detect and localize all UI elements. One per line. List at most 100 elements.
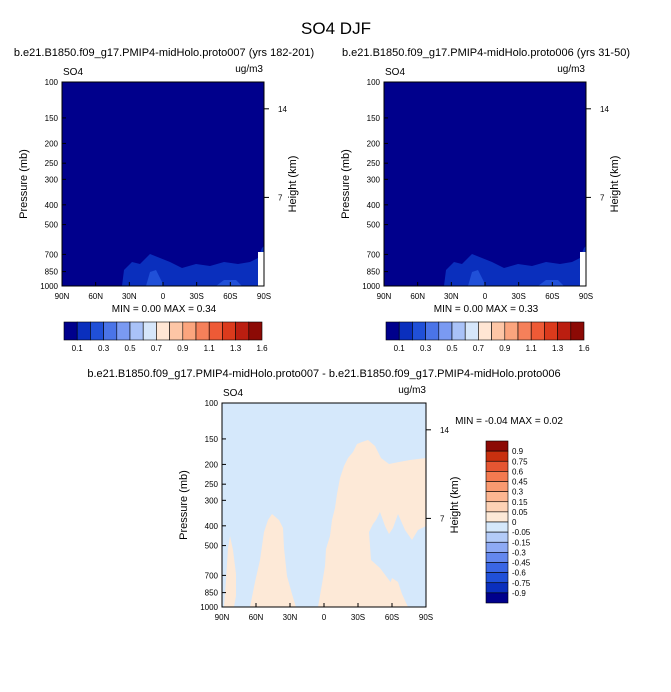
colorbar-swatch (491, 321, 506, 341)
height-tick-label: 7 (600, 193, 605, 202)
colorbar-label: 0.7 (151, 344, 163, 353)
panel-3-positive-region-north (224, 536, 236, 607)
panel-1-y-ticks: 100 150 200 250 300 400 500 700 850 1000 14 7 (40, 78, 287, 291)
x-tick-label: 90N (55, 292, 70, 301)
colorbar-swatch (485, 582, 509, 594)
panel-3-units: ug/m3 (398, 385, 426, 396)
colorbar-label: 1.6 (256, 344, 268, 353)
colorbar-swatch (103, 321, 118, 341)
colorbar-swatch (438, 321, 453, 341)
colorbar-swatch (248, 321, 263, 341)
y-tick-label: 400 (45, 201, 59, 210)
colorbar-label: 1.3 (552, 344, 564, 353)
colorbar-label: 0.3 (98, 344, 110, 353)
y-tick-label: 500 (205, 542, 219, 551)
colorbar-swatch (485, 531, 509, 543)
colorbar-label: -0.6 (512, 569, 526, 578)
panel-3-y-ticks: 100 150 200 250 300 400 500 700 850 1000 14 7 (200, 399, 449, 612)
x-tick-label: 30N (283, 613, 298, 622)
colorbar-label: 1.1 (526, 344, 538, 353)
x-tick-label: 0 (322, 613, 327, 622)
panel-3-field (221, 402, 427, 608)
x-tick-label: 90S (419, 613, 433, 622)
colorbar-swatch (235, 321, 250, 341)
colorbar-swatch (544, 321, 558, 341)
colorbar-swatch (485, 511, 509, 523)
colorbar-swatch (570, 321, 585, 341)
panel-2-pole-edge (580, 252, 586, 286)
colorbar-label: 0.9 (499, 344, 511, 353)
colorbar-label: -0.05 (512, 528, 531, 537)
colorbar-swatch (116, 321, 131, 341)
y-tick-label: 400 (367, 201, 381, 210)
colorbar-swatch (169, 321, 184, 341)
y-tick-label: 100 (205, 399, 219, 408)
y-tick-label: 300 (45, 175, 59, 184)
y-tick-label: 100 (367, 78, 381, 87)
y-tick-label: 1000 (362, 282, 380, 291)
x-tick-label: 90N (377, 292, 392, 301)
colorbar-swatch (485, 491, 509, 503)
colorbar-swatch (208, 321, 223, 341)
colorbar-label: -0.45 (512, 559, 531, 568)
x-tick-label: 90S (579, 292, 593, 301)
panel-2-field (383, 81, 587, 287)
colorbar-label: 0.5 (446, 344, 458, 353)
panel-1: b.e21.B1850.f09_g17.PMIP4-midHolo.proto0… (14, 47, 314, 353)
y-tick-label: 700 (205, 571, 219, 580)
panel-3-y2label: Height (km) (449, 477, 461, 534)
colorbar-label: -0.9 (512, 589, 526, 598)
y-tick-label: 1000 (200, 603, 218, 612)
x-tick-label: 0 (161, 292, 166, 301)
colorbar-swatch (182, 321, 197, 341)
colorbar-swatch (517, 321, 532, 341)
colorbar-label: 0.3 (512, 488, 524, 497)
colorbar-swatch (557, 321, 572, 341)
colorbar-label: 0.7 (473, 344, 485, 353)
y-tick-label: 250 (367, 159, 381, 168)
x-tick-label: 30S (512, 292, 526, 301)
colorbar-swatch (485, 460, 509, 472)
panel-2-minmax: MIN = 0.00 MAX = 0.33 (434, 304, 539, 315)
colorbar-swatch (478, 321, 492, 341)
colorbar-swatch (385, 321, 400, 341)
colorbar-swatch (76, 321, 91, 341)
x-tick-label: 0 (483, 292, 488, 301)
colorbar-swatch (90, 321, 104, 341)
colorbar-swatch (485, 471, 509, 482)
panel-1-ylabel: Pressure (mb) (18, 149, 30, 219)
panel-2-x-ticks: 90N 60N 30N 0 30S 60S 90S (377, 282, 593, 301)
colorbar-label: -0.75 (512, 579, 531, 588)
colorbar-label: -0.3 (512, 548, 526, 557)
panel-3-positive-region-south (386, 578, 404, 607)
y-tick-label: 250 (205, 480, 219, 489)
y-tick-label: 500 (367, 221, 381, 230)
colorbar-label: 0.1 (394, 344, 406, 353)
height-tick-label: 14 (278, 105, 287, 114)
y-tick-label: 700 (367, 250, 381, 259)
x-tick-label: 30N (122, 292, 137, 301)
colorbar-label: 0.6 (512, 467, 524, 476)
panel-1-colorbar: 0.1 0.3 0.5 0.7 0.9 1.1 1.3 1.6 (63, 321, 268, 353)
y-tick-label: 200 (45, 139, 59, 148)
colorbar-label: 0.05 (512, 508, 528, 517)
colorbar-label: 1.3 (230, 344, 242, 353)
height-tick-label: 14 (600, 105, 609, 114)
x-tick-label: 60S (385, 613, 399, 622)
colorbar-label: -0.15 (512, 538, 531, 547)
panel-1-minmax: MIN = 0.00 MAX = 0.34 (112, 304, 217, 315)
panel-1-pole-edge (258, 252, 264, 286)
colorbar-swatch (222, 321, 236, 341)
colorbar-swatch (485, 521, 509, 533)
panel-3-title: b.e21.B1850.f09_g17.PMIP4-midHolo.proto0… (87, 368, 560, 380)
panel-3-minmax: MIN = -0.04 MAX = 0.02 (455, 416, 563, 427)
panel-1-title: b.e21.B1850.f09_g17.PMIP4-midHolo.proto0… (14, 47, 314, 59)
colorbar-label: 0.15 (512, 498, 528, 507)
colorbar-swatch (398, 321, 413, 341)
panel-3-colorbar: 0.90.750.6 0.450.30.150.050-0.05-0.15-0.3… (485, 440, 531, 604)
panel-1-field (61, 81, 265, 287)
height-tick-label: 14 (440, 426, 449, 435)
y-tick-label: 850 (367, 268, 381, 277)
colorbar-swatch (425, 321, 440, 341)
colorbar-swatch (63, 321, 78, 341)
